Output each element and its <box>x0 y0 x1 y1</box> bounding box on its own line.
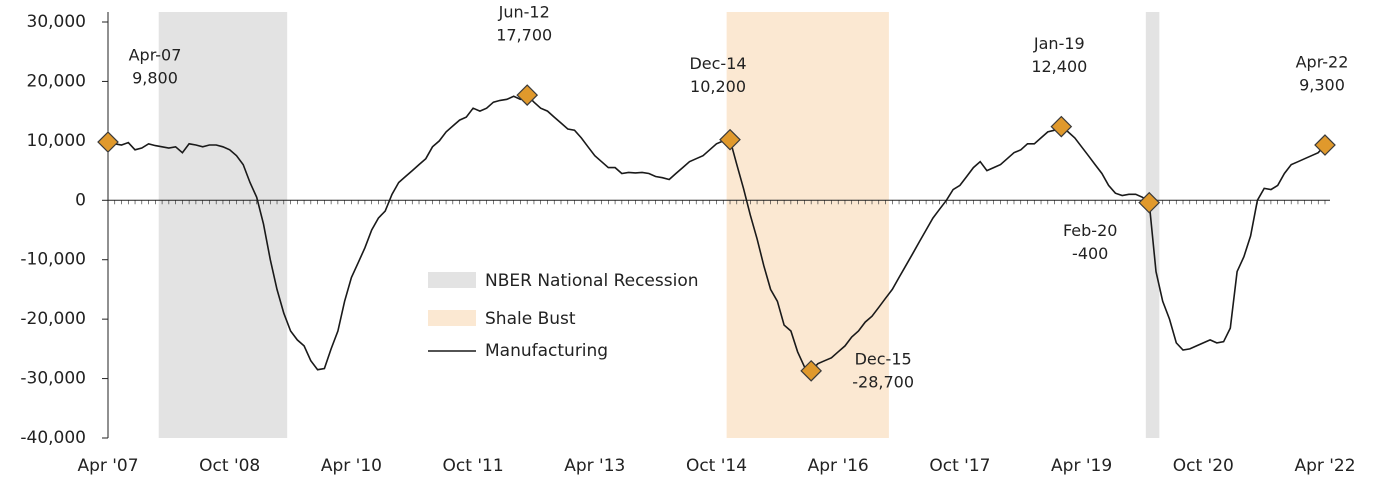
x-tick-label: Apr '13 <box>564 456 625 476</box>
y-tick-label: 20,000 <box>27 71 86 91</box>
x-tick-label: Oct '17 <box>929 456 990 476</box>
x-tick-label: Oct '11 <box>443 456 504 476</box>
x-tick-label: Oct '08 <box>199 456 260 476</box>
annotation-date: Apr-07 <box>129 46 182 65</box>
y-tick-label: 0 <box>75 190 86 210</box>
legend-swatch <box>428 272 476 288</box>
annotation-date: Dec-15 <box>855 349 912 368</box>
annotation-marker <box>800 359 823 382</box>
x-tick-label: Apr '16 <box>808 456 869 476</box>
annotation-value: 9,800 <box>132 69 178 88</box>
y-tick-label: -30,000 <box>20 369 86 389</box>
x-tick-label: Apr '19 <box>1051 456 1112 476</box>
annotation-marker <box>516 84 539 106</box>
annotation-value: -28,700 <box>852 372 914 391</box>
shaded-region <box>158 12 288 438</box>
x-tick-label: Apr '22 <box>1294 456 1355 476</box>
legend-swatch <box>428 310 476 326</box>
annotation-marker <box>97 131 119 153</box>
shaded-region <box>1145 12 1160 438</box>
annotation-marker <box>1314 134 1336 156</box>
annotation-date: Apr-22 <box>1296 53 1349 72</box>
legend-label: Shale Bust <box>485 309 576 329</box>
x-tick-label: Apr '07 <box>77 456 138 476</box>
series-line <box>107 94 1326 372</box>
x-tick-label: Oct '20 <box>1173 456 1234 476</box>
annotation-value: 17,700 <box>496 26 552 45</box>
shaded-regions <box>158 12 1160 438</box>
y-tick-label: 10,000 <box>27 131 86 151</box>
annotation-value: -400 <box>1072 244 1108 263</box>
annotation-date: Jan-19 <box>1033 34 1085 53</box>
x-tick-label: Oct '14 <box>686 456 747 476</box>
x-tick-label: Apr '10 <box>321 456 382 476</box>
y-tick-label: -10,000 <box>20 250 86 270</box>
annotation-value: 10,200 <box>690 77 746 96</box>
legend-label: Manufacturing <box>485 341 608 361</box>
y-tick-label: -40,000 <box>20 428 86 448</box>
annotation-value: 12,400 <box>1031 57 1087 76</box>
annotation-date: Jun-12 <box>498 3 550 22</box>
y-tick-label: 30,000 <box>27 12 86 32</box>
annotation-date: Feb-20 <box>1063 221 1117 240</box>
annotation-marker <box>719 128 741 151</box>
legend-label: NBER National Recession <box>485 271 699 291</box>
annotation-marker <box>1050 115 1073 138</box>
y-tick-label: -20,000 <box>20 309 86 329</box>
annotation-value: 9,300 <box>1299 76 1345 95</box>
annotation-marker <box>1138 191 1161 214</box>
annotation-date: Dec-14 <box>689 54 746 73</box>
